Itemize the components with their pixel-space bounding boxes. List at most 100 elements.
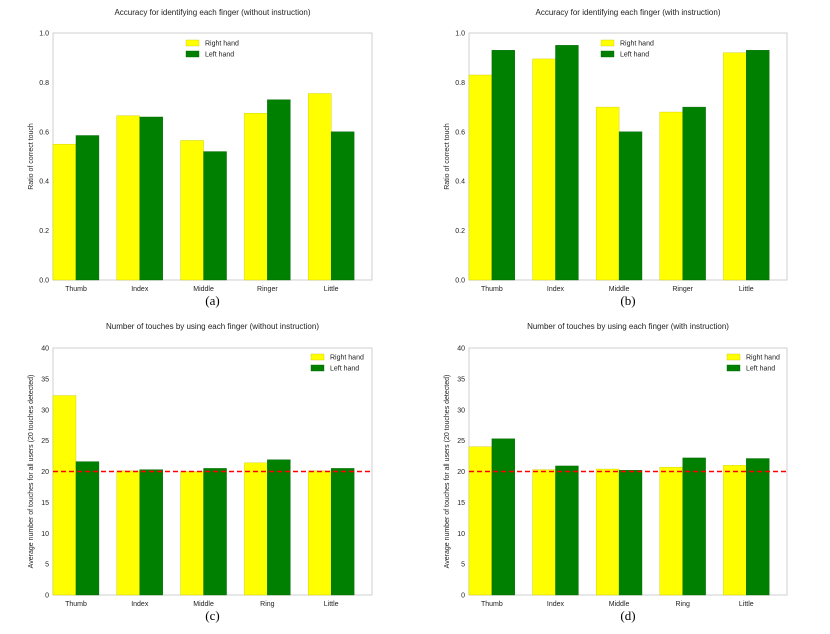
y-tick-label: 0.0 bbox=[455, 278, 465, 285]
legend-swatch bbox=[600, 50, 615, 58]
y-tick-label: 35 bbox=[41, 376, 49, 383]
y-axis-label: Average number of touches for all users … bbox=[28, 375, 35, 569]
x-tick-label: Index bbox=[131, 601, 149, 608]
chart-title: Number of touches by using each finger (… bbox=[527, 322, 729, 331]
y-axis-label: Ratio of correct touch bbox=[444, 123, 451, 190]
legend-label: Right hand bbox=[330, 355, 364, 362]
x-tick-label: Little bbox=[739, 601, 754, 608]
bar-right-hand-index bbox=[532, 58, 556, 281]
bar-right-hand-index bbox=[116, 115, 140, 281]
bar-left-hand-thumb bbox=[75, 461, 100, 596]
bar-right-hand-thumb bbox=[52, 395, 77, 596]
x-tick-label: Middle bbox=[609, 601, 630, 608]
bar-left-hand-thumb bbox=[491, 50, 515, 281]
bar-left-hand-ringer bbox=[682, 106, 706, 281]
y-tick-label: 1.0 bbox=[455, 31, 465, 38]
x-tick-label: Thumb bbox=[65, 286, 87, 293]
legend-label: Right hand bbox=[620, 41, 654, 48]
legend-swatch bbox=[310, 364, 325, 372]
legend-label: Left hand bbox=[330, 366, 359, 373]
legend-swatch bbox=[185, 50, 200, 58]
panel-caption: (b) bbox=[620, 293, 635, 308]
x-tick-label: Thumb bbox=[65, 601, 87, 608]
bar-left-hand-middle bbox=[618, 131, 643, 281]
y-tick-label: 0.6 bbox=[455, 129, 465, 136]
legend-swatch bbox=[600, 39, 615, 47]
legend-label: Right hand bbox=[746, 355, 780, 362]
y-tick-label: 35 bbox=[457, 376, 465, 383]
x-tick-label: Middle bbox=[193, 286, 214, 293]
legend-swatch bbox=[726, 364, 741, 372]
x-tick-label: Ring bbox=[675, 601, 690, 608]
x-tick-label: Little bbox=[324, 286, 339, 293]
y-tick-label: 25 bbox=[41, 438, 49, 445]
x-tick-label: Index bbox=[547, 286, 565, 293]
bar-right-hand-middle bbox=[596, 468, 620, 596]
y-tick-label: 0.4 bbox=[455, 179, 465, 186]
y-tick-label: 20 bbox=[41, 469, 49, 476]
bar-right-hand-middle bbox=[180, 471, 204, 596]
bar-right-hand-middle bbox=[180, 140, 204, 281]
y-tick-label: 0.2 bbox=[455, 228, 465, 235]
bar-left-hand-ring bbox=[682, 457, 706, 596]
bar-right-hand-thumb bbox=[468, 446, 493, 596]
y-tick-label: 30 bbox=[41, 407, 49, 414]
bar-left-hand-index bbox=[555, 45, 579, 281]
bar-right-hand-thumb bbox=[468, 74, 493, 281]
bar-right-hand-thumb bbox=[52, 143, 77, 281]
x-tick-label: Thumb bbox=[481, 286, 503, 293]
chart-title: Accuracy for identifying each finger (wi… bbox=[536, 8, 721, 17]
x-tick-label: Ringer bbox=[257, 286, 278, 293]
y-tick-label: 30 bbox=[457, 407, 465, 414]
bar-left-hand-little bbox=[330, 468, 355, 596]
y-tick-label: 0.0 bbox=[39, 278, 49, 285]
chart-panel-4: Number of touches by using each finger (… bbox=[444, 322, 788, 623]
y-tick-label: 0 bbox=[45, 593, 49, 600]
x-tick-label: Middle bbox=[193, 601, 214, 608]
legend-label: Left hand bbox=[746, 366, 775, 373]
bar-right-hand-ringer bbox=[244, 113, 268, 281]
bar-left-hand-index bbox=[139, 116, 163, 281]
x-tick-label: Thumb bbox=[481, 601, 503, 608]
bar-right-hand-ring bbox=[659, 466, 683, 596]
x-tick-label: Ring bbox=[260, 601, 275, 608]
chart-panel-3: Number of touches by using each finger (… bbox=[28, 322, 373, 623]
legend-swatch bbox=[726, 353, 741, 361]
y-tick-label: 0.8 bbox=[39, 80, 49, 87]
y-tick-label: 1.0 bbox=[39, 31, 49, 38]
panel-caption: (d) bbox=[620, 608, 635, 623]
y-tick-label: 10 bbox=[457, 531, 465, 538]
bar-right-hand-ringer bbox=[659, 111, 683, 281]
chart-panel-1: Accuracy for identifying each finger (wi… bbox=[28, 8, 373, 308]
bar-right-hand-index bbox=[532, 469, 556, 596]
legend-swatch bbox=[185, 39, 200, 47]
y-tick-label: 25 bbox=[457, 438, 465, 445]
y-tick-label: 40 bbox=[457, 346, 465, 353]
x-tick-label: Little bbox=[324, 601, 339, 608]
chart-title: Accuracy for identifying each finger (wi… bbox=[114, 8, 310, 17]
bar-left-hand-index bbox=[555, 465, 579, 596]
x-tick-label: Little bbox=[739, 286, 754, 293]
y-tick-label: 0.8 bbox=[455, 80, 465, 87]
y-tick-label: 20 bbox=[457, 469, 465, 476]
y-tick-label: 10 bbox=[41, 531, 49, 538]
y-tick-label: 0.4 bbox=[39, 179, 49, 186]
bar-right-hand-middle bbox=[596, 106, 620, 281]
bar-left-hand-middle bbox=[618, 470, 643, 596]
y-tick-label: 0 bbox=[461, 593, 465, 600]
bar-left-hand-ring bbox=[267, 459, 291, 596]
x-tick-label: Ringer bbox=[672, 286, 693, 293]
bar-right-hand-little bbox=[308, 93, 332, 281]
x-tick-label: Index bbox=[131, 286, 149, 293]
bar-right-hand-little bbox=[723, 465, 747, 596]
bar-left-hand-ringer bbox=[267, 99, 291, 281]
bar-right-hand-little bbox=[308, 470, 332, 596]
y-tick-label: 40 bbox=[41, 346, 49, 353]
chart-title: Number of touches by using each finger (… bbox=[106, 322, 319, 331]
y-tick-label: 0.2 bbox=[39, 228, 49, 235]
bar-left-hand-little bbox=[330, 131, 355, 281]
bar-right-hand-little bbox=[723, 52, 747, 281]
bar-left-hand-thumb bbox=[491, 438, 515, 596]
legend-label: Left hand bbox=[205, 52, 234, 59]
